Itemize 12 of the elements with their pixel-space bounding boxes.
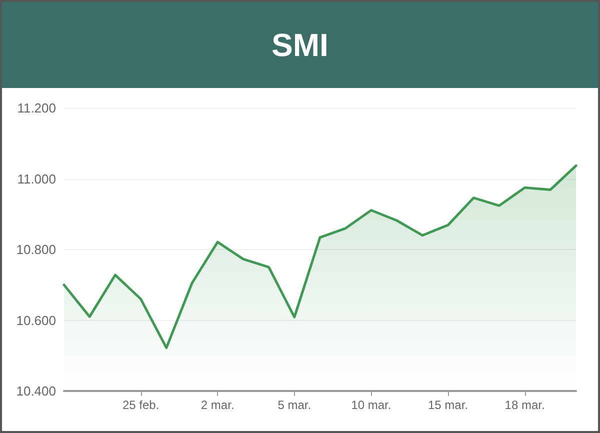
x-tick-label: 25 feb.	[122, 398, 160, 412]
x-tick-label: 15 mar.	[428, 398, 468, 412]
x-tick-label: 18 mar.	[504, 398, 545, 412]
x-tick-label: 2 mar.	[200, 398, 234, 412]
y-tick-label: 11.200	[17, 100, 56, 116]
y-tick-label: 10.800	[16, 242, 56, 257]
chart-title: SMI	[2, 2, 598, 88]
y-tick-label: 10.400	[16, 384, 56, 398]
x-tick-label: 10 mar.	[351, 398, 392, 412]
y-tick-label: 11.000	[17, 171, 56, 186]
x-tick-label: 5 mar.	[278, 398, 312, 412]
y-tick-label: 10.600	[16, 312, 56, 328]
